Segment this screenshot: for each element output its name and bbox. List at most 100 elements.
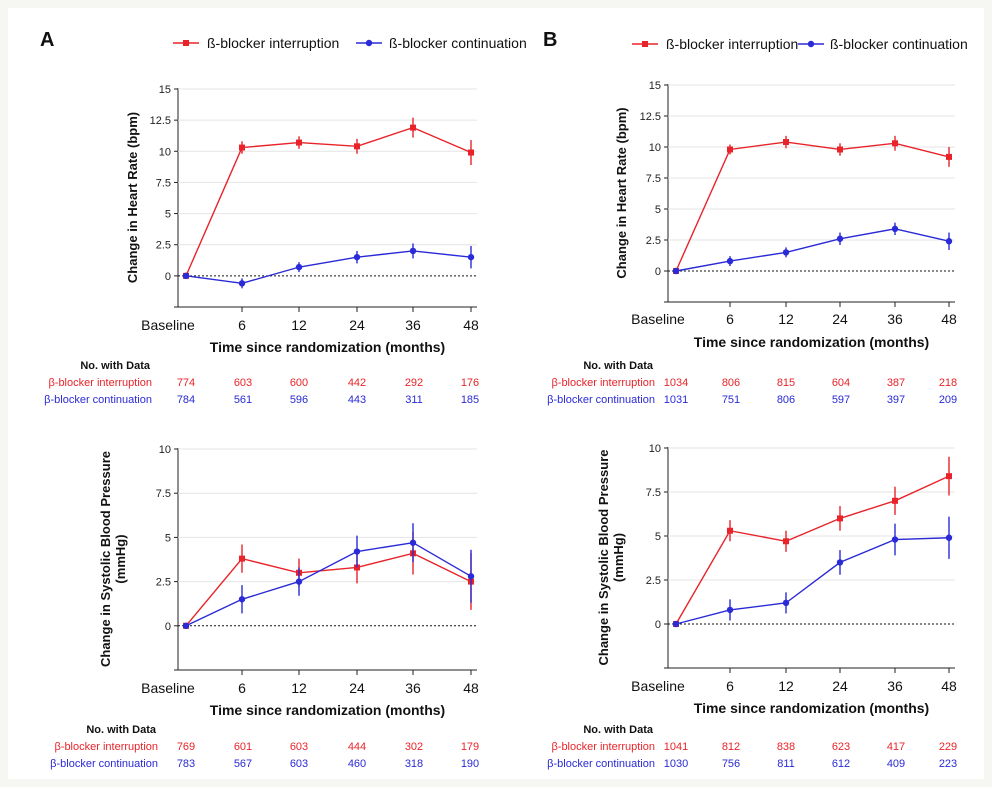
y-tick-label: 2.5 (646, 575, 661, 587)
table-row-label: β-blocker continuation (44, 394, 152, 406)
data-point-interruption (837, 146, 843, 153)
x-axis-title: Time since randomization (months) (694, 334, 929, 350)
table-count: 409 (887, 758, 905, 770)
table-row-label: β-blocker continuation (547, 394, 655, 406)
data-point-continuation (836, 235, 844, 242)
y-tick-label: 2.5 (646, 235, 661, 247)
data-point-interruption (410, 124, 416, 131)
data-point-continuation (353, 253, 361, 261)
x-tick-label: 48 (941, 678, 957, 694)
table-count: 806 (777, 394, 795, 406)
table-count: 784 (177, 394, 195, 406)
data-point-interruption (468, 149, 474, 156)
y-axis-title-line: (mmHg) (113, 534, 128, 583)
y-axis-title-line: (mmHg) (611, 533, 626, 582)
series-line-continuation (675, 228, 950, 272)
x-tick-label: 12 (778, 311, 794, 327)
x-tick-label: 36 (405, 317, 421, 333)
table-count: 1034 (664, 377, 688, 389)
y-axis-title-line: Change in Systolic Blood Pressure (596, 450, 611, 666)
table-count: 292 (405, 377, 423, 389)
table-row-label: β-blocker continuation (50, 758, 158, 770)
x-tick-label: 6 (726, 678, 734, 694)
series-continuation (182, 523, 475, 629)
legend-a-continuation-marker (365, 39, 373, 47)
y-tick-label: 0 (655, 619, 661, 631)
data-point-continuation (672, 620, 680, 628)
series-line-continuation (185, 250, 472, 285)
table-count: 218 (939, 377, 957, 389)
data-point-interruption (783, 139, 789, 146)
x-tick-label: Baseline (141, 680, 195, 696)
table-count: 397 (887, 394, 905, 406)
data-point-continuation (353, 548, 361, 555)
legend-b-interruption-marker (642, 41, 648, 47)
x-tick-label: 36 (887, 678, 903, 694)
table-count: 561 (234, 394, 252, 406)
x-tick-label: 12 (291, 680, 307, 696)
series-continuation (672, 222, 953, 275)
table-count: 806 (722, 377, 740, 389)
y-tick-label: 7.5 (646, 487, 661, 499)
data-point-continuation (295, 578, 303, 585)
table-count: 838 (777, 741, 795, 753)
data-point-interruption (946, 473, 952, 480)
table-count: 812 (722, 741, 740, 753)
x-tick-label: 6 (238, 317, 246, 333)
data-point-interruption (354, 143, 360, 150)
table-row-label: β-blocker interruption (551, 377, 655, 389)
table-count: 597 (832, 394, 850, 406)
y-tick-label: 12.5 (150, 115, 171, 127)
table-count: 600 (290, 377, 308, 389)
table-count: 176 (461, 377, 479, 389)
legend-a-continuation-label: ß-blocker continuation (389, 35, 527, 51)
data-point-continuation (409, 539, 417, 546)
x-tick-label: Baseline (631, 311, 685, 327)
data-point-continuation (182, 622, 190, 629)
table-header: No. with Data (80, 360, 151, 372)
y-tick-label: 15 (649, 80, 661, 92)
table-count: 229 (939, 741, 957, 753)
x-tick-label: 36 (887, 311, 903, 327)
x-tick-label: 12 (778, 678, 794, 694)
legend-b-interruption-label: ß-blocker interruption (666, 36, 798, 52)
series-line-interruption (675, 475, 950, 625)
x-tick-label: 24 (349, 317, 365, 333)
table-count: 783 (177, 758, 195, 770)
table-row-label: β-blocker continuation (547, 758, 655, 770)
x-axis-title: Time since randomization (months) (694, 700, 929, 716)
data-point-interruption (239, 555, 245, 562)
x-tick-label: 48 (463, 317, 479, 333)
table-count: 1041 (664, 741, 688, 753)
table-count: 769 (177, 741, 195, 753)
table-row-label: β-blocker interruption (48, 377, 152, 389)
y-tick-label: 5 (165, 209, 171, 221)
y-tick-label: 7.5 (646, 173, 661, 185)
chart-a1: 0 2.5 5 7.5 10 12.5 15 Baseline 6 12 24 36 48 Time si… (44, 84, 479, 406)
series-continuation (182, 243, 475, 289)
series-line-interruption (675, 141, 950, 272)
table-count: 1031 (664, 394, 688, 406)
series-interruption (673, 456, 952, 627)
panel-b-label: B (543, 29, 557, 51)
figure-panel-area (8, 8, 984, 779)
y-tick-label: 5 (165, 532, 171, 544)
table-count: 612 (832, 758, 850, 770)
table-count: 603 (234, 377, 252, 389)
table-count: 443 (348, 394, 366, 406)
data-point-continuation (836, 559, 844, 566)
table-count: 417 (887, 741, 905, 753)
y-tick-label: 2.5 (156, 240, 171, 252)
data-point-continuation (182, 272, 190, 280)
legend-b-continuation-label: ß-blocker continuation (830, 36, 968, 52)
table-count: 442 (348, 377, 366, 389)
y-tick-label: 7.5 (156, 488, 171, 500)
table-count: 460 (348, 758, 366, 770)
legend-a-interruption-marker (183, 40, 189, 46)
data-point-interruption (727, 146, 733, 153)
y-tick-label: 0 (165, 271, 171, 283)
legend-a-interruption-label: ß-blocker interruption (207, 35, 339, 51)
x-tick-label: 6 (238, 680, 246, 696)
table-count: 567 (234, 758, 252, 770)
